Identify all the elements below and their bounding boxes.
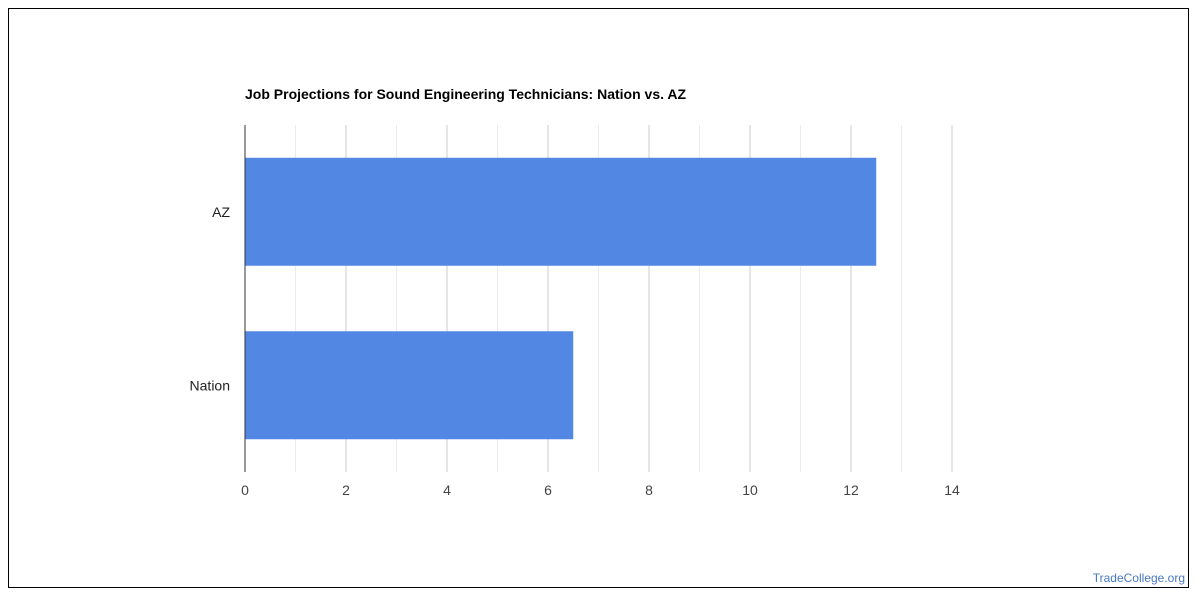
bars [245, 157, 877, 440]
category-label-nation: Nation [190, 377, 230, 393]
x-tick-label: 8 [645, 482, 653, 498]
category-label-az: AZ [212, 204, 230, 220]
x-tick-label: 10 [742, 482, 758, 498]
x-tick-label: 14 [944, 482, 960, 498]
chart-title: Job Projections for Sound Engineering Te… [245, 86, 686, 102]
x-tick-label: 2 [342, 482, 350, 498]
x-tick-label: 0 [241, 482, 249, 498]
x-tick-label: 6 [544, 482, 552, 498]
category-labels: AZ Nation [190, 204, 231, 394]
watermark-text: TradeCollege.org [1093, 571, 1185, 585]
x-tick-label: 12 [843, 482, 859, 498]
bar-nation [245, 331, 574, 440]
x-tick-label: 4 [443, 482, 451, 498]
x-tick-labels: 0 2 4 6 8 10 12 14 [241, 482, 960, 498]
bar-az [245, 157, 877, 266]
